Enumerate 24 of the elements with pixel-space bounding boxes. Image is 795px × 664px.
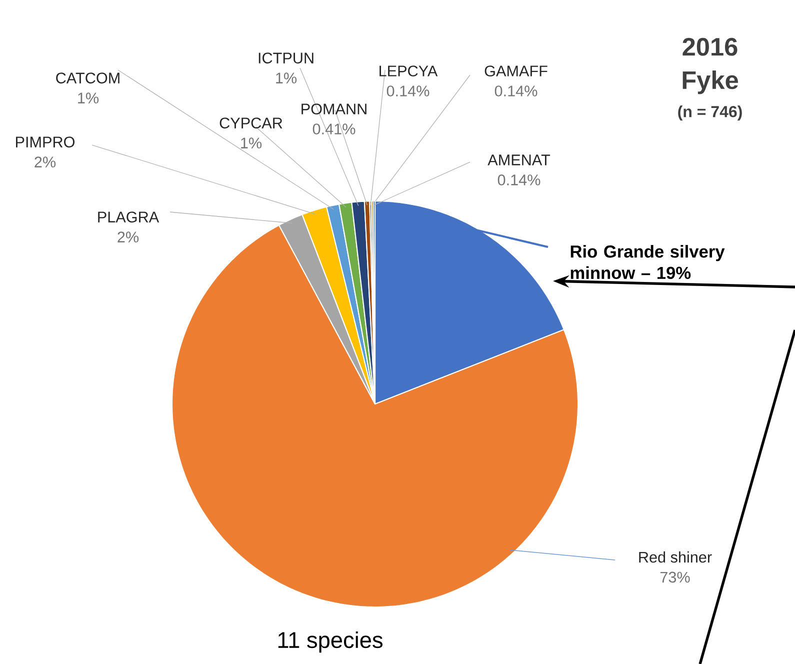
data-label: 1% (78, 92, 99, 104)
data-label: 0.14% (386, 86, 430, 96)
slice-label: AMENAT (488, 154, 550, 166)
text: 11 species (278, 631, 382, 653)
slice-label: CYPCAR (220, 118, 282, 128)
data-label: 0.41% (312, 124, 356, 134)
data-label: 0.14% (498, 174, 540, 186)
slice-label: LEPCYA (380, 66, 438, 76)
slice-label: Red shiner (639, 551, 712, 563)
slice-label: POMANN (302, 104, 366, 114)
slice-label: Rio Grande silvery minnow – 19% (570, 244, 725, 280)
data-label: 2% (118, 232, 139, 242)
data-label: 2% (34, 156, 56, 168)
chart-title: 2016 Fyke (682, 38, 738, 94)
slice-label: PIMPRO (16, 136, 75, 148)
text: (n = 746) (678, 106, 742, 120)
slice-label: ICTPUN (258, 52, 314, 64)
slice-label: GAMAFF (484, 66, 548, 76)
data-label: 0.14% (494, 86, 538, 96)
slice-label: CATCOM (56, 72, 120, 84)
data-label: 1% (241, 138, 262, 148)
data-label: 73% (660, 572, 690, 583)
data-label: 1% (276, 72, 297, 84)
slice-label: PLAGRA (98, 212, 160, 222)
